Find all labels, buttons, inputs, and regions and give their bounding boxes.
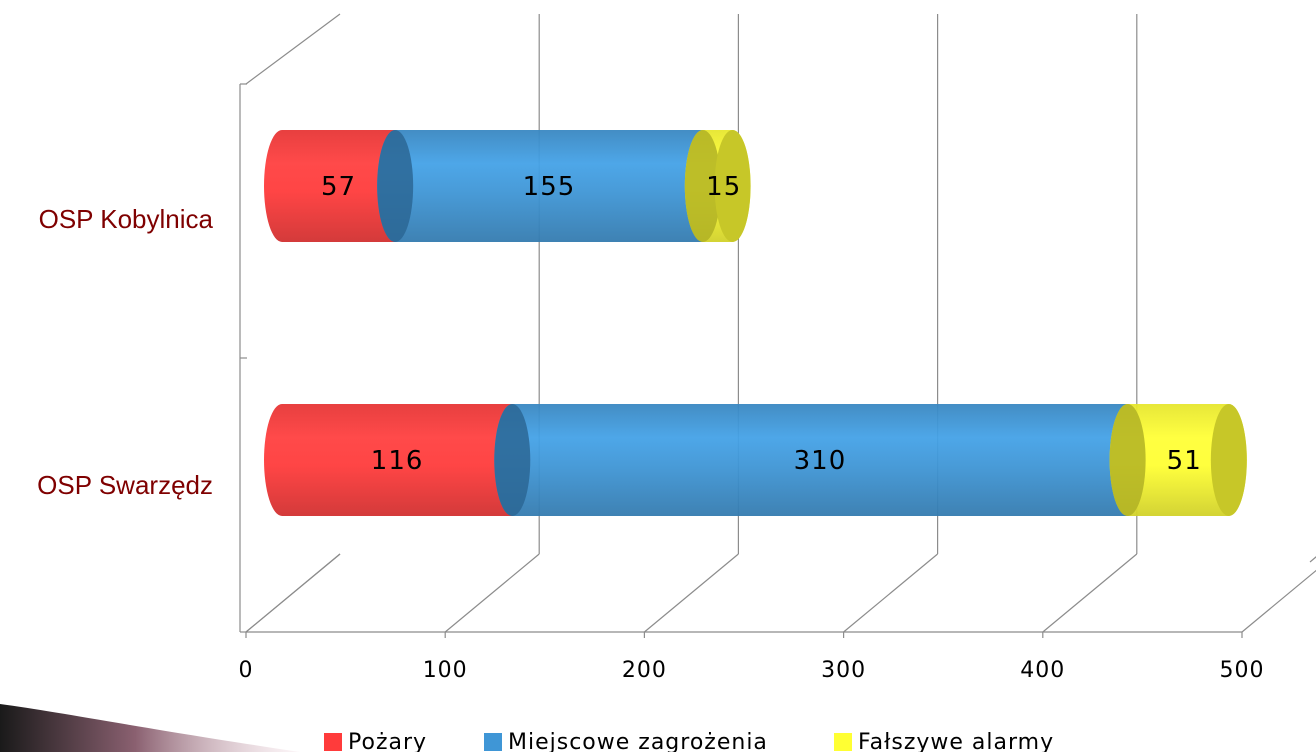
x-tick-label-500: 500	[1220, 658, 1265, 683]
data-label-falszywe-alarmy-osp-swarzedz: 51	[1167, 446, 1202, 476]
chart-axes	[239, 13, 1242, 633]
x-tick-label-200: 200	[622, 658, 667, 683]
bar-segment-pozary-osp-kobylnica	[264, 130, 414, 242]
legend-label-falszywe-alarmy: Fałszywe alarmy	[858, 730, 1054, 752]
bar-segment-miejscowe-zagrozenia-osp-kobylnica	[377, 130, 721, 242]
floor-gridline	[245, 553, 341, 633]
legend-item-pozary: Pożary	[324, 730, 427, 752]
floor-gridline	[1309, 556, 1316, 563]
corner-swoosh	[0, 704, 300, 752]
chart-x-ticks: 0 100 200 300 400 500	[239, 658, 1265, 683]
corner-decoration	[0, 704, 300, 752]
x-tick-label-300: 300	[821, 658, 866, 683]
floor-gridline	[644, 553, 739, 633]
bar-end-cap-osp-swarzedz	[1210, 404, 1247, 516]
x-tick-label-100: 100	[423, 658, 468, 683]
legend-item-falszywe-alarmy: Fałszywe alarmy	[834, 730, 1054, 752]
data-label-miejscowe-zagrozenia-osp-swarzedz: 310	[794, 446, 847, 476]
category-label-osp-kobylnica: OSP Kobylnica	[39, 204, 214, 234]
bar-segment-falszywe-alarmy-osp-swarzedz	[1109, 404, 1247, 516]
chart-gridlines	[245, 14, 1316, 638]
data-label-miejscowe-zagrozenia-osp-kobylnica: 155	[523, 172, 576, 202]
floor-gridline	[843, 553, 938, 633]
legend-label-pozary: Pożary	[348, 730, 427, 752]
category-label-osp-swarzedz: OSP Swarzędz	[37, 470, 213, 500]
legend-swatch-falszywe-alarmy	[834, 733, 852, 751]
legend-swatch-pozary	[324, 733, 342, 751]
bar-segment-miejscowe-zagrozenia-osp-swarzedz	[494, 404, 1146, 516]
bar-segment-pozary-osp-swarzedz	[264, 404, 531, 516]
x-tick-label-400: 400	[1020, 658, 1065, 683]
legend-swatch-miejscowe-zagrozenia	[484, 733, 502, 751]
data-label-pozary-osp-swarzedz: 116	[371, 446, 424, 476]
data-label-pozary-osp-kobylnica: 57	[321, 172, 356, 202]
chart-data-labels: 116 310 51 57 155 15	[321, 172, 1202, 476]
data-label-falszywe-alarmy-osp-kobylnica: 15	[706, 172, 741, 202]
chart-legend: Pożary Miejscowe zagrożenia Fałszywe alarm…	[324, 730, 1054, 752]
chart-bars	[264, 130, 1247, 516]
x-tick-label-0: 0	[239, 658, 254, 683]
floor-gridline	[1042, 553, 1138, 633]
floor-gridline	[1241, 569, 1316, 633]
legend-item-miejscowe-zagrozenia: Miejscowe zagrożenia	[484, 730, 768, 752]
chart-category-labels: OSP Swarzędz OSP Kobylnica	[37, 204, 213, 500]
legend-label-miejscowe-zagrozenia: Miejscowe zagrożenia	[508, 730, 768, 752]
bar-end-cap-osp-kobylnica	[714, 130, 751, 242]
floor-gridline	[444, 553, 540, 633]
wall-top-edge	[245, 13, 341, 85]
